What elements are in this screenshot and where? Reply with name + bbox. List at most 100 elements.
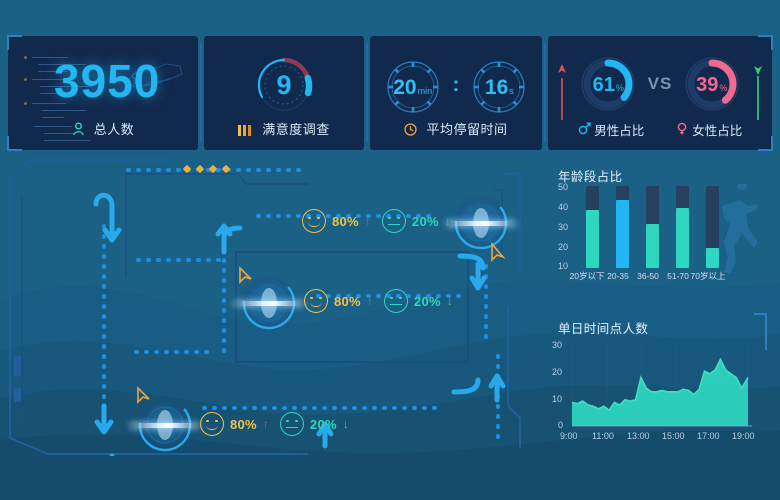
dwell-text: 平均停留时间	[426, 122, 508, 137]
gate-node-1-positive: 80% ↑	[302, 209, 371, 233]
satisfaction-label: 满意度调查	[204, 119, 364, 139]
neutral-icon	[381, 209, 406, 233]
gate-node-3-metrics: 80% ↑ 20% ↓	[200, 412, 349, 436]
gate-node-1-icon[interactable]	[446, 194, 516, 252]
kpi-card-satisfaction[interactable]: 9 满意度调查	[204, 36, 364, 150]
venue-flow-map-panel[interactable]: 80% ↑ 20% ↓ 80% ↑	[8, 156, 528, 456]
male-ratio-value: 61	[592, 74, 615, 96]
corner-bracket	[758, 136, 773, 151]
corner-bracket	[7, 35, 22, 50]
line-xtick-4: 17:00	[697, 431, 720, 441]
person-icon	[72, 122, 85, 139]
line-xtick-1: 11:00	[592, 431, 614, 441]
female-trend-indicator	[752, 62, 764, 124]
age-bar-2	[646, 224, 659, 268]
line-ytick-20: 20	[552, 367, 563, 377]
satisfaction-gauge: 9	[251, 52, 317, 118]
age-xcat-1: 20-35	[607, 271, 629, 281]
kpi-card-total[interactable]: 3950 总人数	[7, 35, 198, 151]
age-xcat-4: 70岁以上	[690, 271, 726, 281]
female-ratio-text: 女性占比	[692, 124, 743, 138]
total-count-value: 3950	[54, 55, 161, 107]
age-bar-0	[586, 210, 599, 268]
dwell-seconds-unit: s	[509, 86, 514, 96]
bars-icon	[238, 124, 253, 139]
gate-node-2-positive: 80% ↑	[304, 289, 373, 313]
corner-bracket	[7, 136, 22, 151]
corner-bracket	[758, 35, 773, 50]
corner-bracket	[754, 313, 767, 350]
dwell-seconds-dial: 16 s	[468, 56, 530, 118]
dwell-separator: :	[452, 74, 460, 96]
male-trend-indicator	[556, 62, 568, 124]
female-ratio-unit: %	[719, 83, 728, 93]
gate-node-3-neutral-trend: ↓	[342, 417, 349, 431]
age-xcat-2: 36-50	[637, 271, 659, 281]
gate-node-2-neutral: 20% ↓	[383, 289, 453, 313]
line-xtick-2: 13:00	[627, 431, 650, 441]
age-distribution-chart[interactable]: 年龄段占比 50 40 30 20 10 20岁以下 20-35 36-50 5…	[536, 156, 772, 302]
clock-icon	[404, 123, 418, 139]
line-ytick-30: 30	[552, 340, 563, 350]
age-chart-title: 年龄段占比	[558, 170, 623, 184]
female-ratio-ring: 39%	[683, 55, 741, 113]
gate-node-2-neutral-value: 20%	[413, 293, 441, 309]
gate-node-3-neutral-value: 20%	[309, 416, 337, 432]
kpi-strip: 3950 总人数	[7, 35, 773, 151]
age-plot-area	[580, 186, 730, 268]
line-plot-area	[571, 344, 752, 427]
gate-node-2-neutral-trend: ↓	[446, 294, 453, 308]
line-ytick-0: 0	[558, 420, 564, 430]
male-ratio-ring: 61%	[579, 55, 637, 113]
satisfaction-text: 满意度调查	[262, 122, 330, 137]
age-ytick-50: 50	[558, 182, 569, 192]
gate-node-1-neutral-trend: ↓	[444, 214, 451, 228]
gate-node-2-icon[interactable]	[234, 274, 304, 332]
age-xcat-3: 51-70	[667, 271, 689, 281]
line-chart-title: 单日时间点人数	[558, 322, 649, 336]
dwell-label: 平均停留时间	[370, 119, 542, 139]
age-ytick-40: 40	[558, 202, 569, 212]
dwell-minutes-unit: min	[417, 86, 433, 96]
age-ytick-30: 30	[558, 222, 569, 232]
line-xtick-5: 19:00	[732, 431, 755, 441]
gate-node-3-neutral: 20% ↓	[279, 412, 349, 436]
gate-node-3-icon[interactable]	[130, 396, 200, 454]
kpi-card-gender[interactable]: 61% VS 39%	[548, 35, 773, 151]
male-ratio-unit: %	[615, 83, 624, 93]
kpi-card-dwell-time[interactable]: 20 min : 16 s	[370, 36, 542, 150]
age-bar-4	[706, 248, 719, 268]
male-icon	[578, 122, 594, 138]
kpi-divider	[200, 44, 202, 142]
hourly-headcount-chart[interactable]: 单日时间点人数 30 20 10 0 9:00 11:00 13:00 15:0…	[536, 308, 772, 456]
world-map-decoration	[122, 56, 186, 100]
gate-node-1-neutral: 20% ↓	[381, 209, 451, 233]
gate-node-1-positive-value: 80%	[332, 213, 359, 229]
decorative-microtext	[24, 52, 110, 148]
dwell-minutes-value: 20	[393, 76, 417, 99]
male-ratio-label: 男性占比	[562, 120, 660, 139]
line-xtick-3: 15:00	[662, 431, 685, 441]
vs-label: VS	[647, 74, 673, 93]
line-ytick-10: 10	[552, 394, 563, 404]
smile-icon	[304, 289, 328, 313]
neutral-icon	[383, 289, 408, 313]
smile-icon	[302, 209, 326, 233]
gate-node-3-positive-value: 80%	[230, 416, 257, 432]
age-xcat-0: 20岁以下	[569, 271, 605, 281]
hud-frame	[8, 156, 528, 456]
gate-node-2-positive-value: 80%	[334, 293, 361, 309]
gate-node-3-positive: 80% ↑	[200, 412, 269, 436]
kpi-divider	[366, 44, 368, 142]
dwell-seconds-value: 16	[484, 76, 509, 99]
neutral-icon	[279, 412, 304, 436]
status-dots	[182, 164, 231, 174]
female-ratio-value: 39	[696, 74, 719, 96]
total-count-label: 总人数	[8, 119, 198, 139]
female-ratio-label: 女性占比	[660, 120, 758, 139]
satisfaction-score: 9	[276, 69, 292, 100]
gate-node-2-positive-trend: ↑	[366, 294, 373, 308]
smile-icon	[200, 412, 224, 436]
gate-node-3-positive-trend: ↑	[262, 417, 269, 431]
